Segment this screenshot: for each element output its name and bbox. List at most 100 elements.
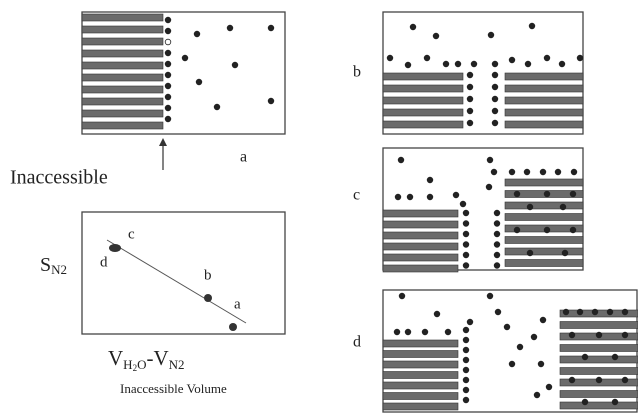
molecule (424, 55, 430, 61)
molecule (165, 94, 171, 100)
molecule (494, 221, 500, 227)
pore-wall (383, 393, 458, 400)
molecule (544, 227, 550, 233)
molecule (494, 242, 500, 248)
molecule (227, 25, 233, 31)
x-label-part: N2 (169, 357, 185, 372)
molecule (596, 332, 602, 338)
molecule (398, 157, 404, 163)
molecule (529, 23, 535, 29)
molecule (487, 293, 493, 299)
pore-wall (82, 98, 163, 105)
molecule (467, 72, 473, 78)
molecule (407, 194, 413, 200)
molecule (463, 397, 469, 403)
x-label-part: -V (146, 346, 168, 370)
pore-wall (505, 248, 583, 255)
molecule (467, 120, 473, 126)
molecule (268, 25, 274, 31)
molecule (443, 61, 449, 67)
y-label-main: S (40, 254, 51, 276)
molecule (622, 309, 628, 315)
point-label: b (204, 267, 212, 283)
molecule (544, 55, 550, 61)
molecule (544, 191, 550, 197)
y-label-sub: N2 (51, 262, 67, 277)
molecule (571, 169, 577, 175)
pore-wall (560, 402, 638, 409)
molecule (463, 327, 469, 333)
molecule (492, 108, 498, 114)
pore-wall (560, 345, 638, 352)
pore-wall (82, 38, 163, 45)
pore-wall (383, 361, 458, 368)
panel-label: c (353, 187, 360, 204)
pore-wall (383, 97, 463, 104)
molecule (555, 169, 561, 175)
pore-wall (383, 73, 463, 80)
molecule (563, 309, 569, 315)
pore-wall (82, 86, 163, 93)
molecule (427, 194, 433, 200)
molecule (214, 104, 220, 110)
pore-wall (383, 265, 458, 272)
molecule (165, 39, 171, 45)
molecule (612, 399, 618, 405)
molecule (607, 309, 613, 315)
molecule (527, 250, 533, 256)
molecule (463, 242, 469, 248)
pore-wall (383, 351, 458, 358)
molecule (463, 347, 469, 353)
molecule (427, 177, 433, 183)
molecule (455, 61, 461, 67)
molecule (492, 120, 498, 126)
pore-wall (505, 179, 583, 186)
molecule (422, 329, 428, 335)
arrow-label: Inaccessible (10, 167, 108, 189)
molecule (467, 96, 473, 102)
molecule (467, 108, 473, 114)
molecule (514, 191, 520, 197)
molecule (165, 83, 171, 89)
panel-label: b (353, 64, 361, 81)
pore-wall (383, 403, 458, 410)
y-label: SN2 (40, 254, 67, 277)
molecule (463, 367, 469, 373)
molecule (622, 332, 628, 338)
molecule (395, 194, 401, 200)
pore-wall (383, 340, 458, 347)
molecule (196, 79, 202, 85)
molecule (494, 210, 500, 216)
molecule (194, 31, 200, 37)
molecule (488, 32, 494, 38)
pore-wall (383, 121, 463, 128)
molecule (471, 61, 477, 67)
pore-wall (383, 254, 458, 261)
pore-wall (505, 121, 583, 128)
molecule (612, 354, 618, 360)
molecule (463, 337, 469, 343)
pore-wall (82, 14, 163, 21)
molecule (268, 98, 274, 104)
pore-wall (82, 122, 163, 129)
molecule (463, 252, 469, 258)
molecule (577, 55, 583, 61)
pore-wall (383, 221, 458, 228)
molecule (596, 377, 602, 383)
pore-wall (383, 232, 458, 239)
molecule (165, 105, 171, 111)
panel-label: a (240, 149, 247, 166)
pore-wall (82, 74, 163, 81)
molecule (494, 263, 500, 269)
molecule (463, 210, 469, 216)
molecule (495, 309, 501, 315)
molecule (467, 319, 473, 325)
figure: a b c d Inaccessible c d b a SN2 VH2O-VN… (0, 0, 638, 414)
molecule (165, 116, 171, 122)
molecule (570, 191, 576, 197)
pore-wall (383, 85, 463, 92)
pore-wall (505, 73, 583, 80)
molecule (534, 392, 540, 398)
molecule (527, 204, 533, 210)
molecule (463, 231, 469, 237)
